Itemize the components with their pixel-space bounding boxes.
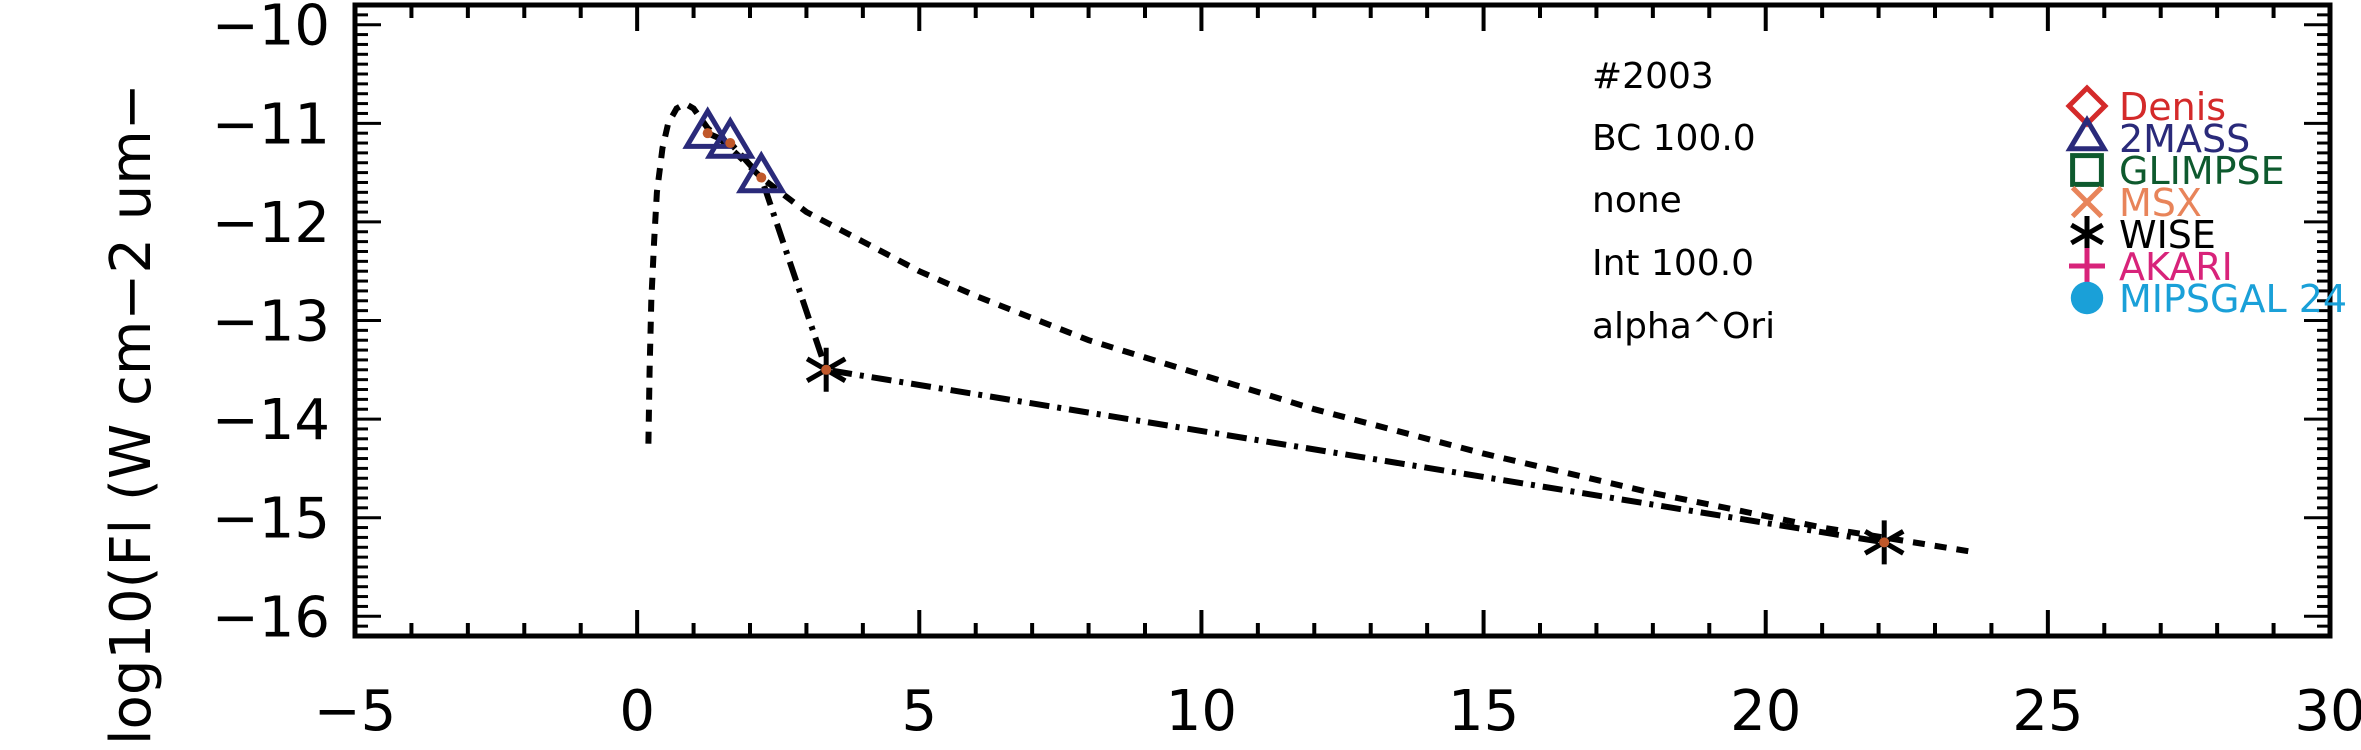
legend-label: 2MASS	[2119, 117, 2250, 161]
legend-item-2mass: 2MASS	[2065, 115, 2250, 161]
legend-item-mipsgal-24: MIPSGAL 24	[2070, 277, 2347, 321]
y-tick-label: −12	[212, 191, 330, 256]
legend-x-icon	[2070, 185, 2104, 219]
triangle-marker	[682, 106, 733, 149]
y-axis-label: log10(Fl (W cm−2 um−	[99, 83, 164, 745]
annotation-extinction: none	[1592, 180, 1682, 221]
x-tick-label: 15	[1448, 679, 1519, 744]
y-tick-label: −15	[212, 487, 330, 552]
legend-item-akari: AKARI	[2069, 245, 2233, 289]
x-marker-stroke	[2070, 185, 2104, 219]
y-tick-label: −14	[212, 388, 330, 453]
legend-triangle-icon	[2065, 115, 2109, 152]
x-tick-label: 5	[901, 679, 937, 744]
data-point-center	[702, 128, 713, 139]
square-marker	[2070, 153, 2104, 187]
y-tick-label: −13	[212, 290, 330, 355]
x-tick-label: 25	[2012, 679, 2083, 744]
tick-labels: −5 0 5 10 15 20 25 30 −10 −11 −12 −13 −14 −15 −16	[212, 0, 2361, 744]
data-point-2mass	[682, 106, 733, 149]
data-point-center	[725, 138, 736, 149]
series-lines	[645, 100, 1975, 556]
legend-item-glimpse: GLIMPSE	[2070, 149, 2285, 193]
legend-label: GLIMPSE	[2119, 149, 2285, 193]
legend-label: WISE	[2119, 213, 2216, 257]
triangle-marker	[735, 150, 787, 194]
axes	[352, 2, 2333, 639]
plot-annotations: #2003 BC 100.0 none Int 100.0 alpha^Ori	[1592, 56, 1775, 347]
triangle-marker	[704, 116, 756, 159]
legend-circle-icon	[2070, 281, 2104, 315]
legend-asterisk-icon	[2070, 216, 2104, 252]
x-tick-label: 0	[619, 679, 655, 744]
x-tick-label: 30	[2294, 679, 2361, 744]
annotation-star: alpha^Ori	[1592, 306, 1775, 347]
data-point-center	[756, 172, 767, 183]
legend-label: MIPSGAL 24	[2119, 277, 2347, 321]
data-point-2mass	[735, 150, 787, 194]
circle-marker	[2070, 281, 2104, 315]
data-point-2mass	[704, 116, 756, 159]
legend-item-msx: MSX	[2070, 181, 2202, 225]
x-tick-label: 10	[1166, 679, 1237, 744]
model-sed-line	[645, 100, 1975, 556]
data-point-center	[821, 364, 832, 375]
asterisk-marker-stroke	[2070, 222, 2104, 246]
x-tick-label: −5	[314, 679, 397, 744]
annotation-id: #2003	[1592, 56, 1714, 97]
data-points	[682, 106, 1905, 565]
y-tick-label: −11	[212, 92, 330, 157]
data-point-center	[1879, 537, 1890, 548]
legend-item-wise: WISE	[2070, 213, 2216, 257]
legend-square-icon	[2070, 153, 2104, 187]
legend-label: Denis	[2119, 85, 2226, 129]
legend-plus-icon	[2069, 248, 2105, 284]
annotation-bc: BC 100.0	[1592, 118, 1756, 159]
plot-frame	[352, 2, 2333, 639]
legend-label: MSX	[2119, 181, 2202, 225]
y-tick-label: −16	[212, 585, 330, 650]
x-tick-label: 20	[1730, 679, 1801, 744]
legend-label: AKARI	[2119, 245, 2233, 289]
triangle-marker	[2065, 115, 2109, 152]
y-tick-label: −10	[212, 0, 330, 59]
annotation-int: Int 100.0	[1592, 243, 1754, 284]
